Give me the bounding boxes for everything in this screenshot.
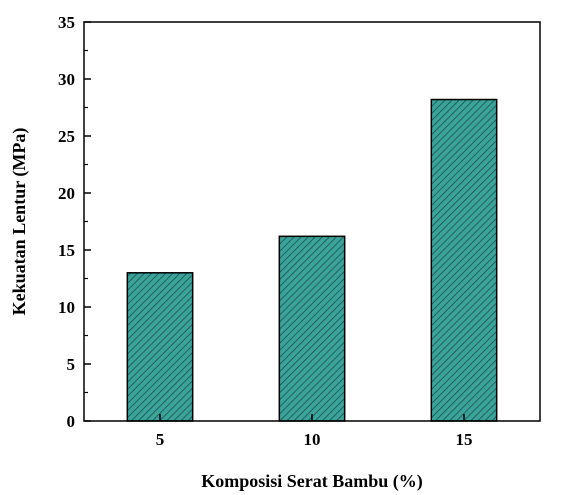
x-axis-title: Komposisi Serat Bambu (%): [201, 471, 423, 492]
bar: [430, 98, 498, 422]
y-tick-label: 20: [58, 184, 75, 203]
y-tick-label: 5: [67, 355, 76, 374]
y-tick-label: 15: [58, 241, 75, 260]
x-axis: 5 10 15: [156, 414, 473, 449]
bar: [126, 272, 194, 422]
bar: [278, 235, 346, 422]
y-tick-label: 25: [58, 127, 75, 146]
y-tick-label: 0: [67, 412, 76, 431]
y-tick-label: 35: [58, 13, 75, 32]
x-tick-label: 10: [304, 430, 321, 449]
y-tick-label: 30: [58, 70, 75, 89]
bars-layer: [126, 98, 498, 422]
y-axis-title: Kekuatan Lentur (MPa): [9, 128, 30, 316]
y-tick-label: 10: [58, 298, 75, 317]
y-axis: 0 5 10 15 20 25 30 35: [58, 13, 91, 431]
x-tick-label: 5: [156, 430, 165, 449]
x-tick-label: 15: [456, 430, 473, 449]
